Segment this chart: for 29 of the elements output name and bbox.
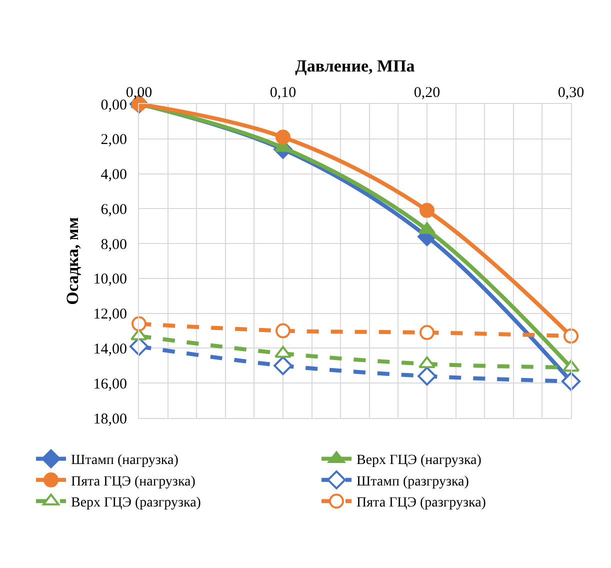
point bbox=[420, 202, 434, 218]
y-tick-label: 0,00 bbox=[100, 97, 127, 114]
y-tick-label: 4,00 bbox=[100, 167, 127, 184]
x-tick-label: 0,10 bbox=[270, 85, 296, 101]
point bbox=[132, 316, 146, 332]
x-tick-label: 0,00 bbox=[126, 85, 152, 101]
y-tick-label: 12,00 bbox=[93, 306, 127, 323]
legend-label: Пята ГЦЭ (нагрузка) bbox=[71, 474, 196, 490]
point bbox=[276, 323, 290, 338]
y-tick-label: 10,00 bbox=[93, 272, 127, 288]
y-tick-label: 8,00 bbox=[100, 236, 127, 253]
y-tick-label: 16,00 bbox=[93, 376, 127, 392]
point bbox=[276, 130, 290, 145]
legend-label: Пята ГЦЭ (разгрузка) bbox=[356, 496, 486, 511]
y-axis-title: Осадка, мм bbox=[62, 216, 82, 305]
y-tick-label: 2,00 bbox=[100, 132, 127, 148]
y-tick-label: 14,00 bbox=[93, 341, 127, 358]
legend-label: Штамп (нагрузка) bbox=[71, 453, 179, 468]
x-axis-title: Давление, МПа bbox=[295, 56, 416, 76]
legend-label: Штамп (разгрузка) bbox=[356, 474, 470, 490]
y-tick-label: 6,00 bbox=[100, 202, 127, 218]
legend-label: Верх ГЦЭ (нагрузка) bbox=[356, 453, 482, 468]
point bbox=[418, 366, 436, 386]
y-tick-label: 18,00 bbox=[93, 411, 127, 428]
x-tick-label: 0,30 bbox=[558, 85, 584, 101]
legend-label: Верх ГЦЭ (разгрузка) bbox=[71, 496, 202, 511]
point bbox=[274, 356, 292, 376]
x-tick-label: 0,20 bbox=[414, 85, 440, 101]
point bbox=[420, 325, 434, 340]
